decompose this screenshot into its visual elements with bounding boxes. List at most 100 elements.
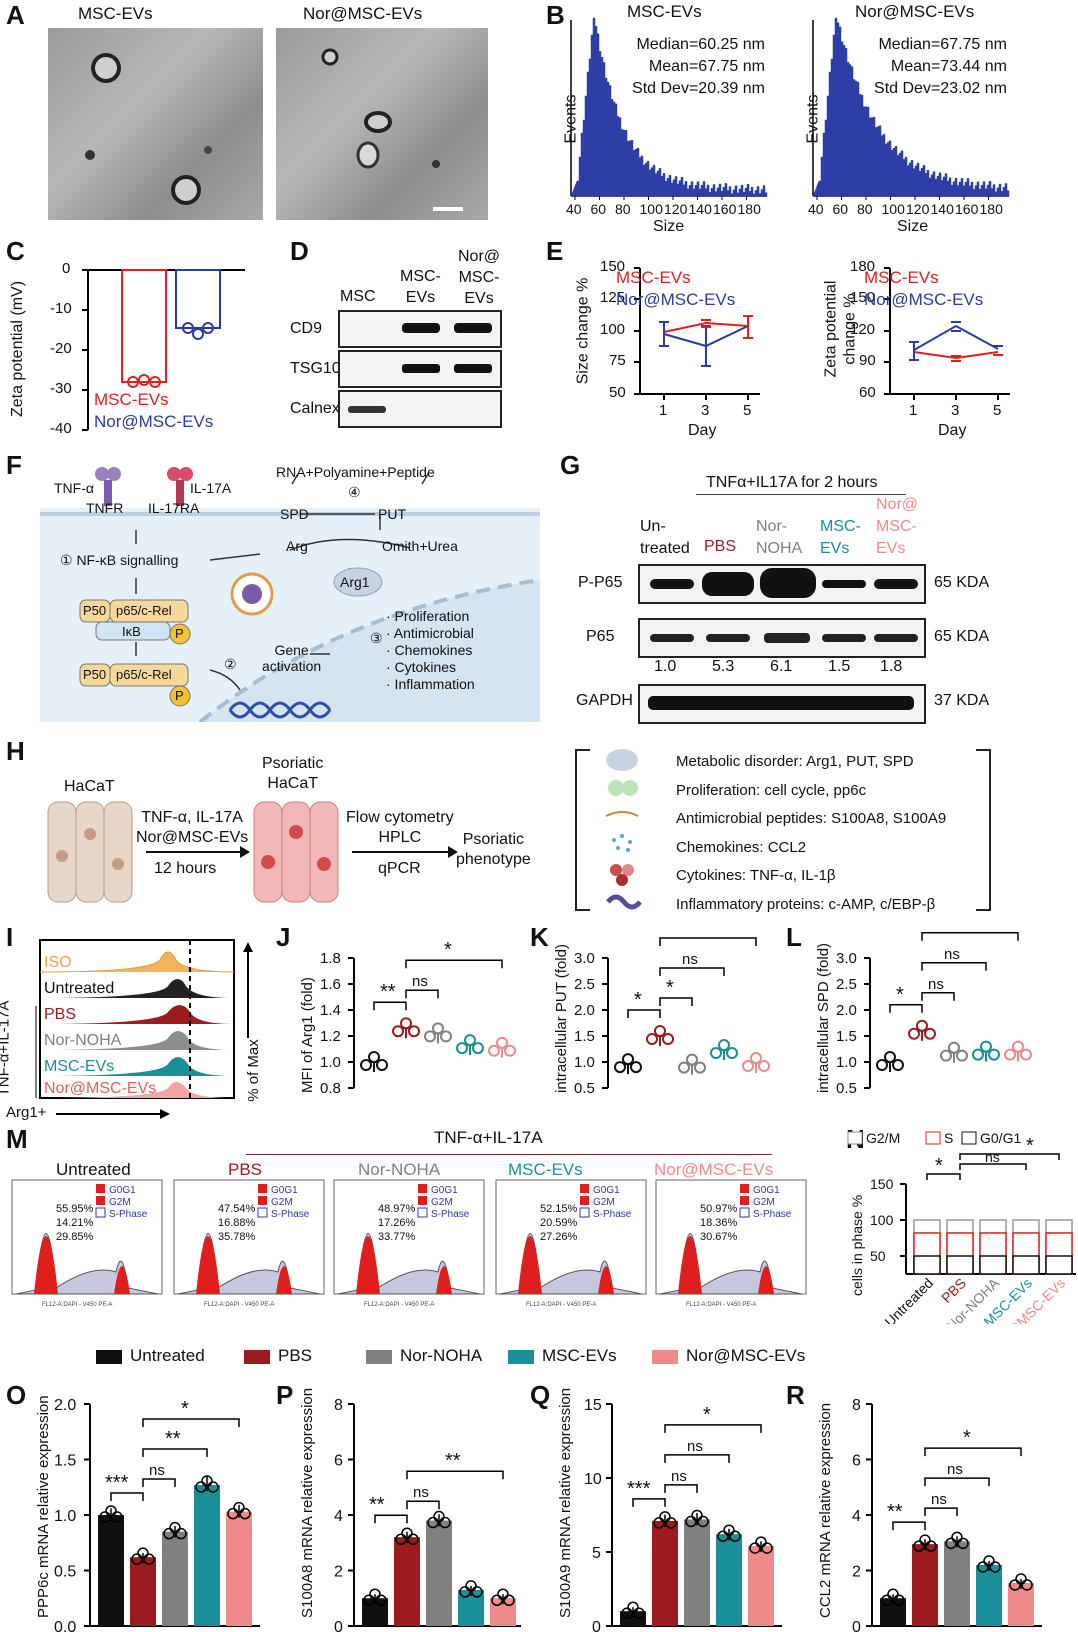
histogram-nor-msc-evs: 40 60 80 100 120 140 160 180 <box>808 17 1010 217</box>
data-point <box>201 1475 213 1487</box>
panel-b: 40 60 80 100 120 140 160 180 40 60 80 100 120 140 160… <box>562 0 1078 236</box>
zeta-ylabel: Zeta potential (mV) <box>9 280 27 418</box>
m-legend-swatch <box>258 1196 267 1205</box>
e-right-ylabel: Zeta potential change % <box>822 280 859 378</box>
proliferation-icon <box>608 780 638 796</box>
m-percent: 27.26% <box>540 1231 578 1243</box>
y-axis-label: PPP6c mRNA relative expression <box>35 1395 52 1618</box>
data-point <box>131 1553 143 1565</box>
g-ratio: 1.5 <box>828 658 851 675</box>
data-point <box>887 1588 899 1600</box>
e-right-xtick-3: 3 <box>951 402 960 419</box>
m-title-msc-evs: MSC-EVs <box>508 1160 583 1179</box>
data-point <box>464 1034 476 1047</box>
data-point <box>621 1607 633 1619</box>
tem-image-msc-evs <box>48 28 263 220</box>
sig-label: ns <box>413 1484 429 1501</box>
data-point <box>432 1022 444 1035</box>
y-tick-label: 1.5 <box>54 1453 76 1470</box>
zeta-line-msc-evs <box>913 351 999 360</box>
m-histograms: G0G1G2MS-Phase55.95%14.21%29.85%FL12-A:D… <box>11 1179 807 1308</box>
data-point <box>169 1521 181 1534</box>
bar <box>652 1520 678 1626</box>
bar <box>620 1611 646 1626</box>
m-g2m-peak <box>276 1266 292 1294</box>
g-col-pbs: PBS <box>704 538 737 555</box>
data-point <box>989 1561 1001 1573</box>
panel-letter-a: A <box>6 0 25 30</box>
m-legend-label: S-Phase <box>593 1209 632 1220</box>
data-point <box>723 1524 735 1536</box>
m-legend-label: G2M <box>431 1197 453 1208</box>
data-point <box>691 1509 703 1522</box>
blot-col-msc-evs: MSC- EVs <box>400 268 441 306</box>
data-point <box>376 1059 388 1071</box>
bar <box>162 1531 188 1626</box>
y-tick-label: 2 <box>334 1564 343 1581</box>
data-point <box>892 1059 904 1071</box>
m-title-untreated: Untreated <box>56 1160 131 1179</box>
data-point <box>195 1481 207 1493</box>
m-percent: 17.26% <box>378 1217 416 1229</box>
f-omith: Omith+Urea <box>382 538 458 554</box>
e-left-ytick-150: 150 <box>600 258 626 275</box>
e-left-ytick-100: 100 <box>600 321 626 338</box>
sig-bracket <box>373 1001 407 1011</box>
bar <box>130 1557 156 1626</box>
sig-bracket <box>659 967 725 976</box>
data-point <box>726 1047 738 1060</box>
sig-bracket <box>406 1470 504 1480</box>
f-il17ra: IL-17RA <box>148 500 200 516</box>
y-tick-label: 1.2 <box>320 1028 341 1045</box>
y-tick-label: 1.0 <box>320 1054 341 1071</box>
blot-row-cd9: CD9 <box>290 320 323 337</box>
f-ikb: IκB <box>122 624 141 639</box>
m-percent: 52.15% <box>540 1203 578 1215</box>
panel-r: 0 2 4 6 8 CCL2 mRNA relative expression ** nsns… <box>817 1397 1042 1632</box>
panel-m: TNF-α+IL-17A Untreated PBS Nor-NOHA MSC-… <box>0 1124 846 1320</box>
bar <box>716 1534 742 1626</box>
bar <box>944 1541 970 1626</box>
zeta-tick-30: -30 <box>50 380 72 397</box>
data-point <box>1009 1579 1021 1591</box>
data-point <box>1020 1048 1032 1061</box>
f-top-label: RNA+Polyamine+Peptide <box>276 464 435 480</box>
y-tick-label: 100 <box>870 1212 894 1228</box>
m-g2m-peak <box>758 1266 774 1294</box>
e-right-ytick-120: 120 <box>850 321 876 338</box>
hist-tick-label: 40 <box>808 201 824 217</box>
panel-f: RNA+Polyamine+Peptide ④ TNF-α IL-17A TNF… <box>40 460 540 722</box>
f-p65-b: p65/c-Rel <box>116 667 172 682</box>
data-point <box>710 1047 722 1060</box>
sig-label: * <box>960 928 968 934</box>
workflow-diagram <box>47 749 991 911</box>
i-row-nor-noha: Nor-NOHA <box>44 1032 122 1049</box>
sig-bracket <box>632 1498 666 1507</box>
sig-bracket <box>921 932 1019 941</box>
data-point <box>440 1030 452 1043</box>
y-axis-label: S100A8 mRNA relative expression <box>299 1388 316 1618</box>
g-ratio: 1.8 <box>880 658 903 675</box>
data-point <box>758 1060 770 1073</box>
m-legend-swatch <box>96 1196 105 1205</box>
data-point <box>750 1052 762 1065</box>
zeta-tick-20: -20 <box>50 340 72 357</box>
n-legend-swatch <box>925 1131 941 1145</box>
sig-bracket <box>664 1454 730 1463</box>
sig-label: ** <box>165 1428 181 1450</box>
n-bar-g0g1 <box>913 1255 941 1275</box>
hist-bars <box>812 17 1010 197</box>
sig-bracket <box>406 1500 440 1510</box>
h-outcome: Metabolic disorder: Arg1, PUT, SPD <box>676 753 914 770</box>
f-p50-a: P50 <box>83 603 107 618</box>
y-tick-label: 1.5 <box>836 1028 857 1045</box>
h-assays: Flow cytometry HPLC <box>346 809 454 846</box>
m-percent: 20.59% <box>540 1217 578 1229</box>
g-kda-1: 65 KDA <box>934 574 990 591</box>
data-point <box>742 1060 754 1073</box>
data-point <box>163 1527 175 1540</box>
blot-row-calnexin: Calnexin <box>290 400 353 417</box>
stat-mean: Mean=67.75 nm <box>648 58 765 75</box>
